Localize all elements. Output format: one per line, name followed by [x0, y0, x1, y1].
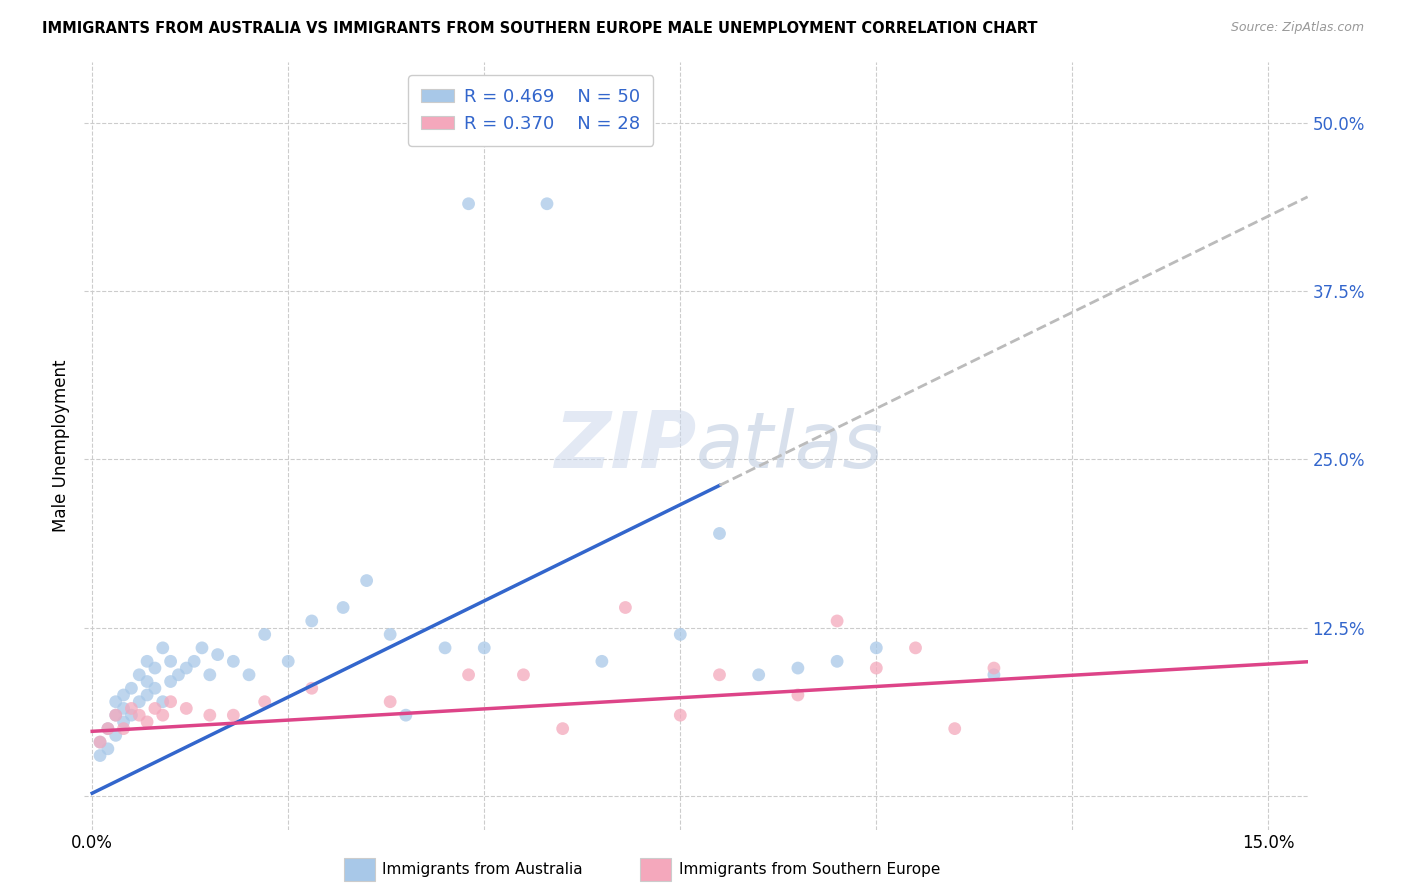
Point	[198, 708, 221, 723]
Point	[356, 574, 378, 588]
Point	[277, 654, 299, 668]
Text: IMMIGRANTS FROM AUSTRALIA VS IMMIGRANTS FROM SOUTHERN EUROPE MALE UNEMPLOYMENT C: IMMIGRANTS FROM AUSTRALIA VS IMMIGRANTS …	[42, 21, 1038, 36]
Point	[112, 701, 135, 715]
Point	[191, 640, 214, 655]
Point	[709, 667, 731, 681]
Point	[104, 708, 127, 723]
Point	[253, 695, 276, 709]
Point	[865, 661, 887, 675]
Point	[120, 681, 142, 696]
Point	[104, 695, 127, 709]
Point	[136, 688, 159, 702]
Point	[983, 661, 1005, 675]
Legend: R = 0.469    N = 50, R = 0.370    N = 28: R = 0.469 N = 50, R = 0.370 N = 28	[409, 75, 654, 145]
Point	[865, 640, 887, 655]
Point	[174, 661, 197, 675]
Point	[183, 654, 205, 668]
Point	[167, 667, 190, 681]
Point	[457, 667, 479, 681]
Point	[669, 708, 692, 723]
Point	[825, 614, 848, 628]
Point	[136, 674, 159, 689]
Point	[748, 667, 770, 681]
Point	[89, 735, 111, 749]
Point	[983, 667, 1005, 681]
Text: ZIP: ZIP	[554, 408, 696, 484]
Point	[89, 748, 111, 763]
Point	[904, 640, 927, 655]
Point	[669, 627, 692, 641]
Point	[301, 681, 323, 696]
Point	[89, 735, 111, 749]
Text: Source: ZipAtlas.com: Source: ZipAtlas.com	[1230, 21, 1364, 34]
Y-axis label: Male Unemployment: Male Unemployment	[52, 359, 70, 533]
Point	[943, 722, 966, 736]
Point	[395, 708, 418, 723]
Point	[128, 667, 150, 681]
Point	[112, 714, 135, 729]
Point	[787, 688, 810, 702]
Point	[207, 648, 229, 662]
Point	[159, 695, 181, 709]
Point	[198, 667, 221, 681]
Point	[591, 654, 613, 668]
Point	[222, 708, 245, 723]
Point	[332, 600, 354, 615]
Point	[787, 661, 810, 675]
Point	[551, 722, 574, 736]
Point	[301, 614, 323, 628]
Point	[434, 640, 457, 655]
Point	[152, 695, 174, 709]
Text: Immigrants from Southern Europe: Immigrants from Southern Europe	[679, 863, 941, 877]
Point	[152, 708, 174, 723]
Point	[614, 600, 637, 615]
Point	[174, 701, 197, 715]
Point	[112, 722, 135, 736]
Point	[120, 708, 142, 723]
Point	[128, 708, 150, 723]
Point	[143, 661, 166, 675]
Point	[136, 714, 159, 729]
Point	[97, 722, 120, 736]
Point	[104, 708, 127, 723]
Point	[380, 695, 402, 709]
Point	[380, 627, 402, 641]
Point	[136, 654, 159, 668]
Text: atlas: atlas	[696, 408, 884, 484]
Point	[709, 526, 731, 541]
Point	[112, 688, 135, 702]
Point	[120, 701, 142, 715]
Point	[825, 654, 848, 668]
Point	[97, 741, 120, 756]
Point	[143, 701, 166, 715]
Point	[457, 196, 479, 211]
Point	[512, 667, 534, 681]
Point	[238, 667, 260, 681]
Point	[152, 640, 174, 655]
Point	[222, 654, 245, 668]
Point	[536, 196, 558, 211]
Point	[143, 681, 166, 696]
Point	[97, 722, 120, 736]
Text: Immigrants from Australia: Immigrants from Australia	[382, 863, 583, 877]
Point	[159, 654, 181, 668]
Point	[253, 627, 276, 641]
Point	[472, 640, 495, 655]
Point	[128, 695, 150, 709]
Point	[104, 728, 127, 742]
Point	[159, 674, 181, 689]
